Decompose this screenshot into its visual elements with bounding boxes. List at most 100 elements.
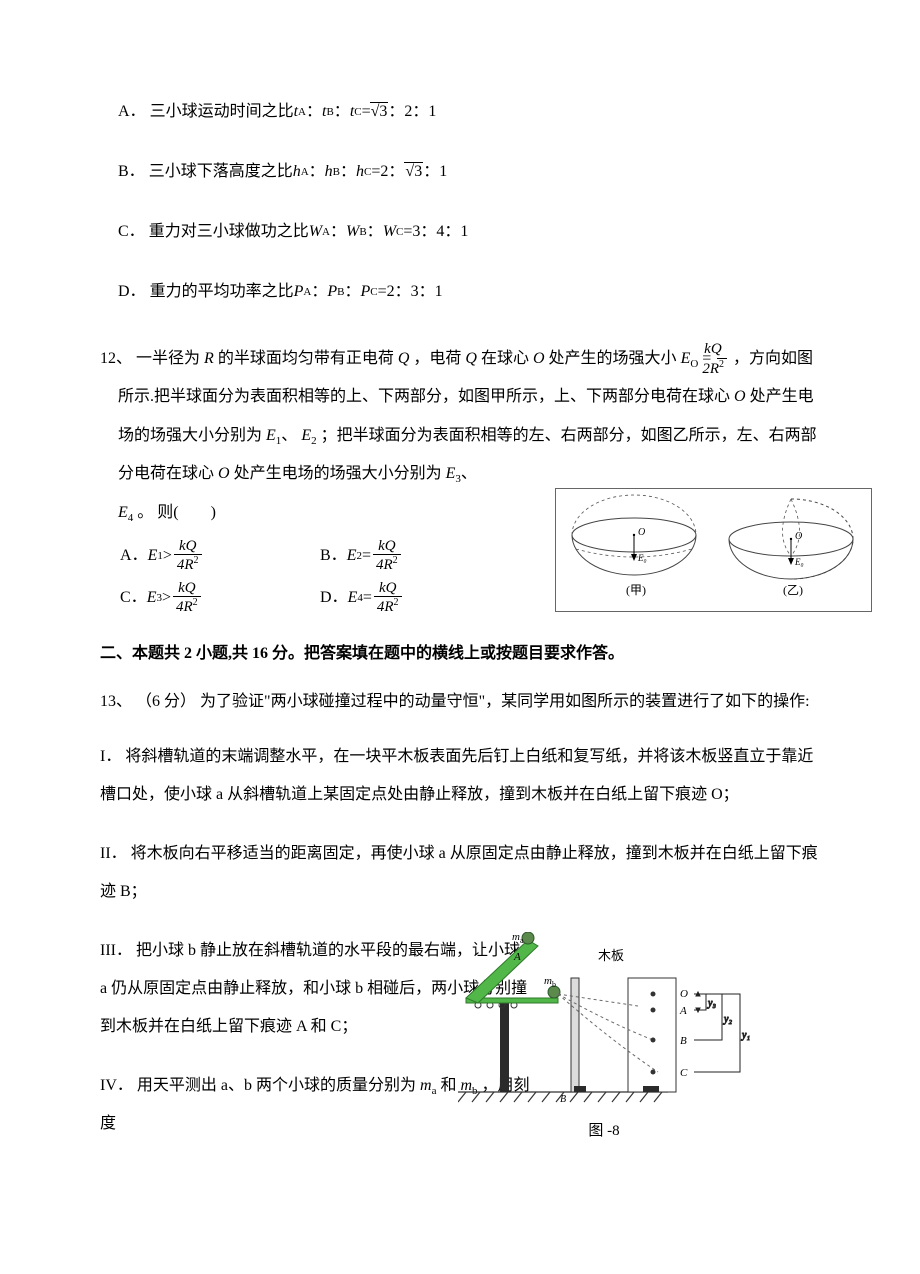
svg-text:m: m [512, 932, 520, 943]
relation: = [363, 586, 372, 610]
sub-a: A [298, 104, 306, 121]
relation: > [162, 586, 171, 610]
step-label: III． [100, 942, 132, 959]
sqrt3: √3 [404, 160, 423, 184]
fraction: kQ 4R2 [173, 580, 201, 616]
var-ma: m [420, 1077, 432, 1094]
sub-3: 3 [455, 473, 461, 485]
choice-label: C． [120, 586, 147, 610]
svg-text:O: O [795, 531, 802, 542]
sub-c: C [370, 284, 377, 301]
var-h: h [325, 160, 333, 184]
sub-b: B [359, 224, 366, 241]
frac-den: 2R2 [717, 358, 727, 378]
frac-num: kQ [176, 538, 200, 555]
ratio-tail: =2： [371, 160, 404, 184]
sub-a: A [303, 284, 311, 301]
relation: = [362, 544, 371, 568]
svg-text:O: O [680, 988, 688, 1000]
q13-step1: I． 将斜槽轨道的末端调整水平，在一块平木板表面先后钉上白纸和复写纸，并将该木板… [100, 738, 820, 815]
sub-c: C [354, 104, 361, 121]
svg-text:O: O [638, 527, 645, 538]
q11-option-a: A． 三小球运动时间之比 tA ： tB ： tC = √3 ：2：1 [118, 100, 820, 124]
colon: ： [340, 160, 356, 184]
var-E3: E [446, 465, 456, 482]
q11-option-d: D． 重力的平均功率之比 PA ： PB ： PC =2：3：1 [118, 280, 820, 304]
var-w: W [309, 220, 322, 244]
figure-caption: 图 -8 [458, 1120, 750, 1143]
svg-text:m: m [544, 975, 552, 987]
q12-body4: 在球心 [481, 350, 533, 367]
frac-den: 4R2 [174, 554, 202, 574]
choice-d: D． E4 = kQ 4R2 [320, 580, 520, 616]
caption-jia: (甲) [626, 583, 646, 597]
frac-num: kQ [719, 341, 725, 358]
q13-number: 13、 [100, 693, 132, 710]
fraction-E0: kQ 2R2 [717, 341, 727, 377]
relation: > [163, 544, 172, 568]
option-label: D． [118, 280, 146, 304]
sub-O: O [690, 358, 698, 370]
colon: ： [309, 160, 325, 184]
option-text: 重力对三小球做功之比 [149, 220, 309, 244]
q12-body10: 。 则( ) [137, 504, 216, 521]
step-label: II． [100, 845, 127, 862]
svg-text:E₀: E₀ [637, 553, 647, 563]
svg-text:b: b [552, 980, 556, 989]
option-text: 三小球下落高度之比 [149, 160, 293, 184]
var-w: W [346, 220, 359, 244]
svg-text:A: A [679, 1005, 687, 1017]
svg-text:B: B [560, 1094, 566, 1105]
choice-label: B． [320, 544, 347, 568]
section2-heading: 二、本题共 2 小题,共 16 分。把答案填在题中的横线上或按题目要求作答。 [100, 642, 820, 666]
var-O: O [533, 350, 545, 367]
q12-body1: 一半径为 [136, 350, 200, 367]
fraction: kQ 4R2 [374, 580, 402, 616]
colon: ： [311, 280, 327, 304]
q13-score: （6 分） [136, 693, 196, 710]
var-Q: Q [398, 350, 410, 367]
svg-text:E₀: E₀ [794, 557, 804, 567]
q12-number: 12、 [100, 350, 132, 367]
option-label: A． [118, 100, 146, 124]
sub-b: B [333, 164, 340, 181]
sqrt3: √3 [371, 100, 389, 124]
q13-intro: 为了验证"两小球碰撞过程中的动量守恒"，某同学用如图所示的装置进行了如下的操作: [200, 693, 810, 710]
step-text: 将斜槽轨道的末端调整水平，在一块平木板表面先后钉上白纸和复写纸，并将该木板竖直立… [100, 748, 813, 803]
sub-c: C [364, 164, 371, 181]
frac-num: kQ [375, 538, 399, 555]
var-E2: E [301, 427, 311, 444]
fraction: kQ 4R2 [174, 538, 202, 574]
var-E1: E [266, 427, 276, 444]
sub-a: A [322, 224, 330, 241]
var-E: E [348, 586, 358, 610]
colon: ： [367, 220, 383, 244]
var-E: E [147, 586, 157, 610]
frac-num: kQ [376, 580, 400, 597]
step-text: 将木板向右平移适当的距离固定，再使小球 a 从原固定点由静止释放，撞到木板并在白… [100, 845, 818, 900]
svg-text:y₂: y₂ [723, 1014, 732, 1025]
q12-figure: O E₀ (甲) O E₀ [555, 488, 872, 612]
var-p: P [360, 280, 370, 304]
sub-b: B [337, 284, 344, 301]
ratio-tail: =2：3：1 [378, 280, 443, 304]
q12-body9: 处产生电场的场强大小分别为 [234, 465, 446, 482]
var-h: h [293, 160, 301, 184]
svg-text:a: a [520, 936, 524, 945]
ratio-tail: ：2：1 [388, 100, 436, 124]
sub-4: 4 [128, 512, 134, 524]
choice-b: B． E2 = kQ 4R2 [320, 538, 520, 574]
var-p: P [294, 280, 304, 304]
svg-text:C: C [680, 1067, 688, 1079]
sub-c: C [396, 224, 403, 241]
var-R: R [204, 350, 214, 367]
sub-b: B [326, 104, 333, 121]
ratio-tail: =3：4：1 [403, 220, 468, 244]
colon: ： [330, 220, 346, 244]
choice-c: C． E3 > kQ 4R2 [120, 580, 320, 616]
sub-1: 1 [276, 435, 282, 447]
q11-option-b: B． 三小球下落高度之比 hA ： hB ： hC =2： √3 ：1 [118, 160, 820, 184]
ratio-tail2: ：1 [423, 160, 447, 184]
svg-text:B: B [680, 1035, 687, 1047]
frac-den: 4R2 [373, 554, 401, 574]
